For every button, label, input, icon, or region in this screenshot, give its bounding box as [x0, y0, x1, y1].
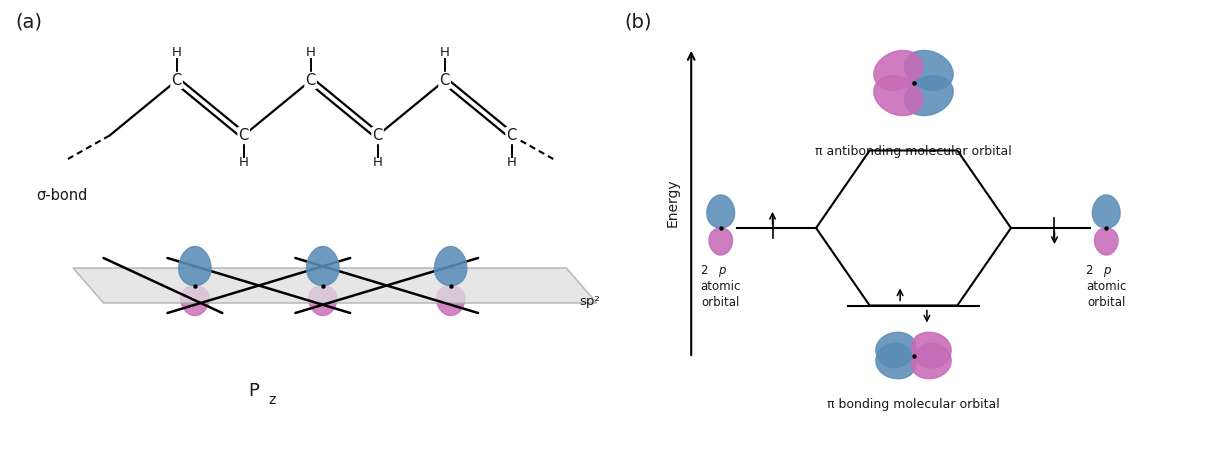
- Polygon shape: [876, 333, 916, 368]
- Text: z: z: [268, 393, 275, 408]
- Polygon shape: [709, 228, 732, 255]
- Text: π antibonding molecular orbital: π antibonding molecular orbital: [815, 146, 1012, 158]
- Text: p: p: [1104, 264, 1111, 277]
- Text: π bonding molecular orbital: π bonding molecular orbital: [827, 398, 1000, 411]
- Text: H: H: [306, 47, 315, 60]
- Polygon shape: [1095, 228, 1118, 255]
- Text: 2: 2: [1085, 264, 1093, 277]
- Polygon shape: [1093, 195, 1121, 228]
- Polygon shape: [873, 50, 922, 90]
- Text: P: P: [248, 382, 259, 399]
- Text: C: C: [306, 73, 315, 88]
- Text: H: H: [172, 47, 181, 60]
- Text: C: C: [373, 128, 382, 143]
- Text: C: C: [440, 73, 449, 88]
- Text: σ-bond: σ-bond: [37, 188, 88, 203]
- Text: H: H: [373, 157, 382, 169]
- Polygon shape: [706, 195, 734, 228]
- Polygon shape: [179, 246, 211, 285]
- Text: (b): (b): [624, 13, 652, 32]
- Text: H: H: [440, 47, 449, 60]
- Polygon shape: [911, 333, 951, 368]
- Text: 2: 2: [700, 264, 708, 277]
- Polygon shape: [905, 76, 954, 115]
- Text: Energy: Energy: [666, 179, 680, 227]
- Text: H: H: [239, 157, 248, 169]
- Polygon shape: [436, 285, 465, 316]
- Polygon shape: [911, 343, 951, 379]
- Text: sp²: sp²: [579, 295, 599, 309]
- Text: atomic
orbital: atomic orbital: [700, 280, 741, 309]
- Polygon shape: [307, 246, 339, 285]
- Text: (a): (a): [15, 13, 43, 32]
- Polygon shape: [876, 343, 916, 379]
- Polygon shape: [435, 246, 466, 285]
- Polygon shape: [180, 285, 209, 316]
- Polygon shape: [905, 50, 954, 90]
- Polygon shape: [873, 76, 922, 115]
- Text: p: p: [717, 264, 725, 277]
- Text: C: C: [239, 128, 248, 143]
- Polygon shape: [308, 285, 337, 316]
- Text: atomic
orbital: atomic orbital: [1086, 280, 1127, 309]
- Text: C: C: [172, 73, 181, 88]
- Text: H: H: [507, 157, 516, 169]
- Polygon shape: [73, 268, 597, 303]
- Text: C: C: [507, 128, 516, 143]
